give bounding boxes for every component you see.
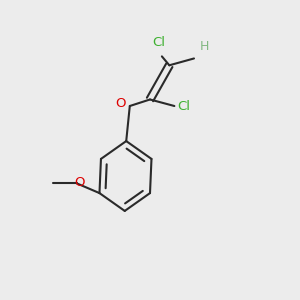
Text: O: O <box>115 98 126 110</box>
Text: Cl: Cl <box>177 100 190 112</box>
Text: H: H <box>200 40 209 53</box>
Text: O: O <box>74 176 85 189</box>
Text: Cl: Cl <box>152 36 165 49</box>
